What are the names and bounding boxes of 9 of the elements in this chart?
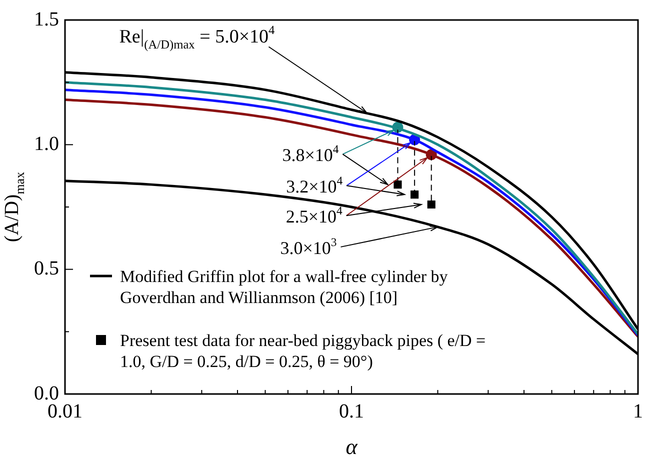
y-tick-label: 1.0 bbox=[34, 132, 59, 155]
x-tick-label: 1 bbox=[633, 400, 643, 422]
y-tick-label: 1.5 bbox=[34, 8, 59, 30]
y-tick-label: 0.5 bbox=[34, 258, 59, 280]
x-axis-title: α bbox=[346, 434, 358, 459]
legend-label: Present test data for near-bed piggyback pipes ( e/D = 1.0, G/D = 0.25, d/D = 0.25, θ = 90°) bbox=[120, 331, 486, 371]
x-tick-label: 0.1 bbox=[339, 400, 364, 422]
legend-label: Modified Griffin plot for a wall-free cylinder by Goverdhan and Willianmson (2006) [10] bbox=[120, 267, 448, 307]
y-axis-title: (A/D)max bbox=[1, 171, 27, 242]
